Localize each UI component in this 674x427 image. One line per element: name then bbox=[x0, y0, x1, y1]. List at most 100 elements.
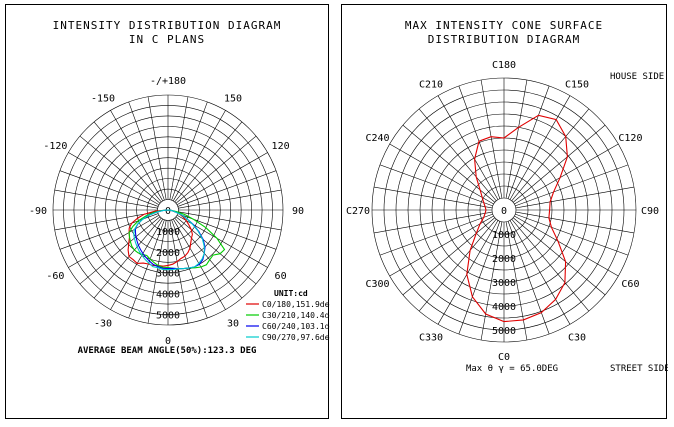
grid-spoke bbox=[128, 219, 165, 319]
radial-tick-label: 3000 bbox=[156, 269, 180, 280]
grid-spoke bbox=[402, 124, 496, 203]
series-line-2 bbox=[128, 209, 226, 270]
angle-label: -/+180 bbox=[150, 76, 186, 87]
grid-spoke bbox=[175, 216, 257, 285]
street-side-label: STREET SIDE bbox=[610, 364, 668, 374]
grid-spoke bbox=[514, 143, 619, 205]
grid-spoke bbox=[169, 96, 189, 200]
grid-spoke bbox=[379, 164, 493, 207]
grid-spoke bbox=[79, 135, 161, 204]
grid-spoke bbox=[418, 218, 497, 312]
angle-label: C330 bbox=[419, 332, 443, 343]
angle-label: C90 bbox=[641, 206, 659, 217]
angle-label: 120 bbox=[272, 141, 290, 152]
house-side-label: HOUSE SIDE bbox=[610, 72, 664, 82]
radial-tick-label: 1000 bbox=[492, 230, 516, 241]
grid-spoke bbox=[68, 152, 160, 206]
grid-spoke bbox=[418, 108, 497, 202]
grid-spoke bbox=[176, 152, 268, 206]
grid-spoke bbox=[379, 213, 493, 256]
angle-label: C60 bbox=[621, 279, 639, 290]
grid-spoke bbox=[507, 221, 550, 335]
grid-spoke bbox=[437, 95, 499, 200]
grid-spoke bbox=[509, 95, 571, 200]
grid-spoke bbox=[147, 220, 167, 324]
grid-spoke bbox=[54, 211, 158, 231]
angle-label: -60 bbox=[46, 271, 64, 282]
unit-label: UNIT:cd bbox=[274, 289, 308, 298]
grid-spoke bbox=[509, 220, 571, 325]
angle-label: -90 bbox=[29, 206, 47, 217]
angle-label: 150 bbox=[224, 93, 242, 104]
intensity-panel: INTENSITY DISTRIBUTION DIAGRAM IN C PLAN… bbox=[5, 4, 330, 419]
angle-label: C300 bbox=[366, 279, 390, 290]
radial-tick-label: 0 bbox=[501, 206, 507, 217]
grid-spoke bbox=[480, 221, 503, 341]
legend-entry: C60/240,103.1deg bbox=[262, 322, 330, 331]
angle-label: 60 bbox=[275, 271, 287, 282]
grid-spoke bbox=[68, 214, 160, 268]
beam-angle-footer: AVERAGE BEAM ANGLE(50%):123.3 DEG bbox=[78, 346, 257, 356]
grid-spoke bbox=[402, 217, 496, 296]
right-title-line-1: MAX INTENSITY CONE SURFACE bbox=[404, 19, 604, 32]
radial-tick-label: 2000 bbox=[492, 254, 516, 265]
grid-spoke bbox=[480, 79, 503, 199]
grid-spoke bbox=[515, 164, 629, 207]
grid-spoke bbox=[458, 221, 501, 335]
grid-spoke bbox=[93, 121, 162, 203]
grid-spoke bbox=[505, 79, 528, 199]
grid-spoke bbox=[110, 218, 164, 310]
grid-spoke bbox=[59, 170, 159, 207]
grid-spoke bbox=[389, 215, 494, 277]
radial-tick-label: 5000 bbox=[492, 326, 516, 337]
left-title-line-1: INTENSITY DISTRIBUTION DIAGRAM bbox=[52, 19, 282, 32]
grid-spoke bbox=[511, 108, 590, 202]
cone-panel: MAX INTENSITY CONE SURFACE DISTRIBUTION … bbox=[341, 4, 668, 419]
grid-spoke bbox=[177, 170, 277, 207]
angle-label: 90 bbox=[292, 206, 304, 217]
grid-spoke bbox=[373, 186, 493, 209]
angle-label: 0 bbox=[165, 336, 171, 347]
angle-label: C30 bbox=[568, 332, 586, 343]
grid-spoke bbox=[171, 101, 208, 201]
intensity-polar-chart: 0 1000 2000 3000 4000 5000 -/+180 150 120 90 60 30 0… bbox=[29, 76, 330, 356]
radial-tick-label: 4000 bbox=[492, 302, 516, 313]
grid-spoke bbox=[515, 213, 629, 256]
grid-spoke bbox=[172, 110, 226, 202]
radial-tick-label: 3000 bbox=[492, 278, 516, 289]
grid-spoke bbox=[512, 217, 606, 296]
grid-spoke bbox=[389, 143, 494, 205]
grid-spoke bbox=[515, 186, 635, 209]
angle-label: -120 bbox=[43, 141, 67, 152]
grid-spoke bbox=[169, 220, 189, 324]
grid-spoke bbox=[458, 85, 501, 199]
grid-spoke bbox=[178, 211, 282, 231]
grid-spoke bbox=[373, 211, 493, 234]
series-line-1 bbox=[466, 114, 568, 323]
angle-label: C0 bbox=[498, 352, 510, 363]
radial-tick-label: 0 bbox=[165, 206, 171, 217]
angle-label: C210 bbox=[419, 80, 443, 91]
grid-spoke bbox=[174, 121, 243, 203]
angle-label: C120 bbox=[618, 133, 642, 144]
legend-entry: C0/180,151.9deg bbox=[262, 300, 330, 309]
grid-spoke bbox=[79, 216, 161, 285]
legend-entry: C30/210,140.4deg bbox=[262, 311, 330, 320]
grid-spoke bbox=[515, 211, 635, 234]
grid-spoke bbox=[174, 217, 243, 299]
right-title-line-2: DISTRIBUTION DIAGRAM bbox=[427, 33, 581, 46]
grid-spoke bbox=[178, 189, 282, 209]
left-title-line-2: IN C PLANS bbox=[128, 33, 206, 46]
grid-spoke bbox=[511, 218, 590, 312]
grid-spoke bbox=[110, 110, 164, 202]
radial-tick-label: 1000 bbox=[156, 227, 180, 238]
angle-label: C180 bbox=[492, 60, 516, 71]
grid-spoke bbox=[514, 215, 619, 277]
angle-label: C270 bbox=[346, 206, 370, 217]
grid-spoke bbox=[507, 85, 550, 199]
grid-spoke bbox=[175, 135, 257, 204]
grid-spoke bbox=[93, 217, 162, 299]
grid-spoke bbox=[128, 101, 165, 201]
angle-label: C240 bbox=[366, 133, 390, 144]
grid-spoke bbox=[147, 96, 167, 200]
